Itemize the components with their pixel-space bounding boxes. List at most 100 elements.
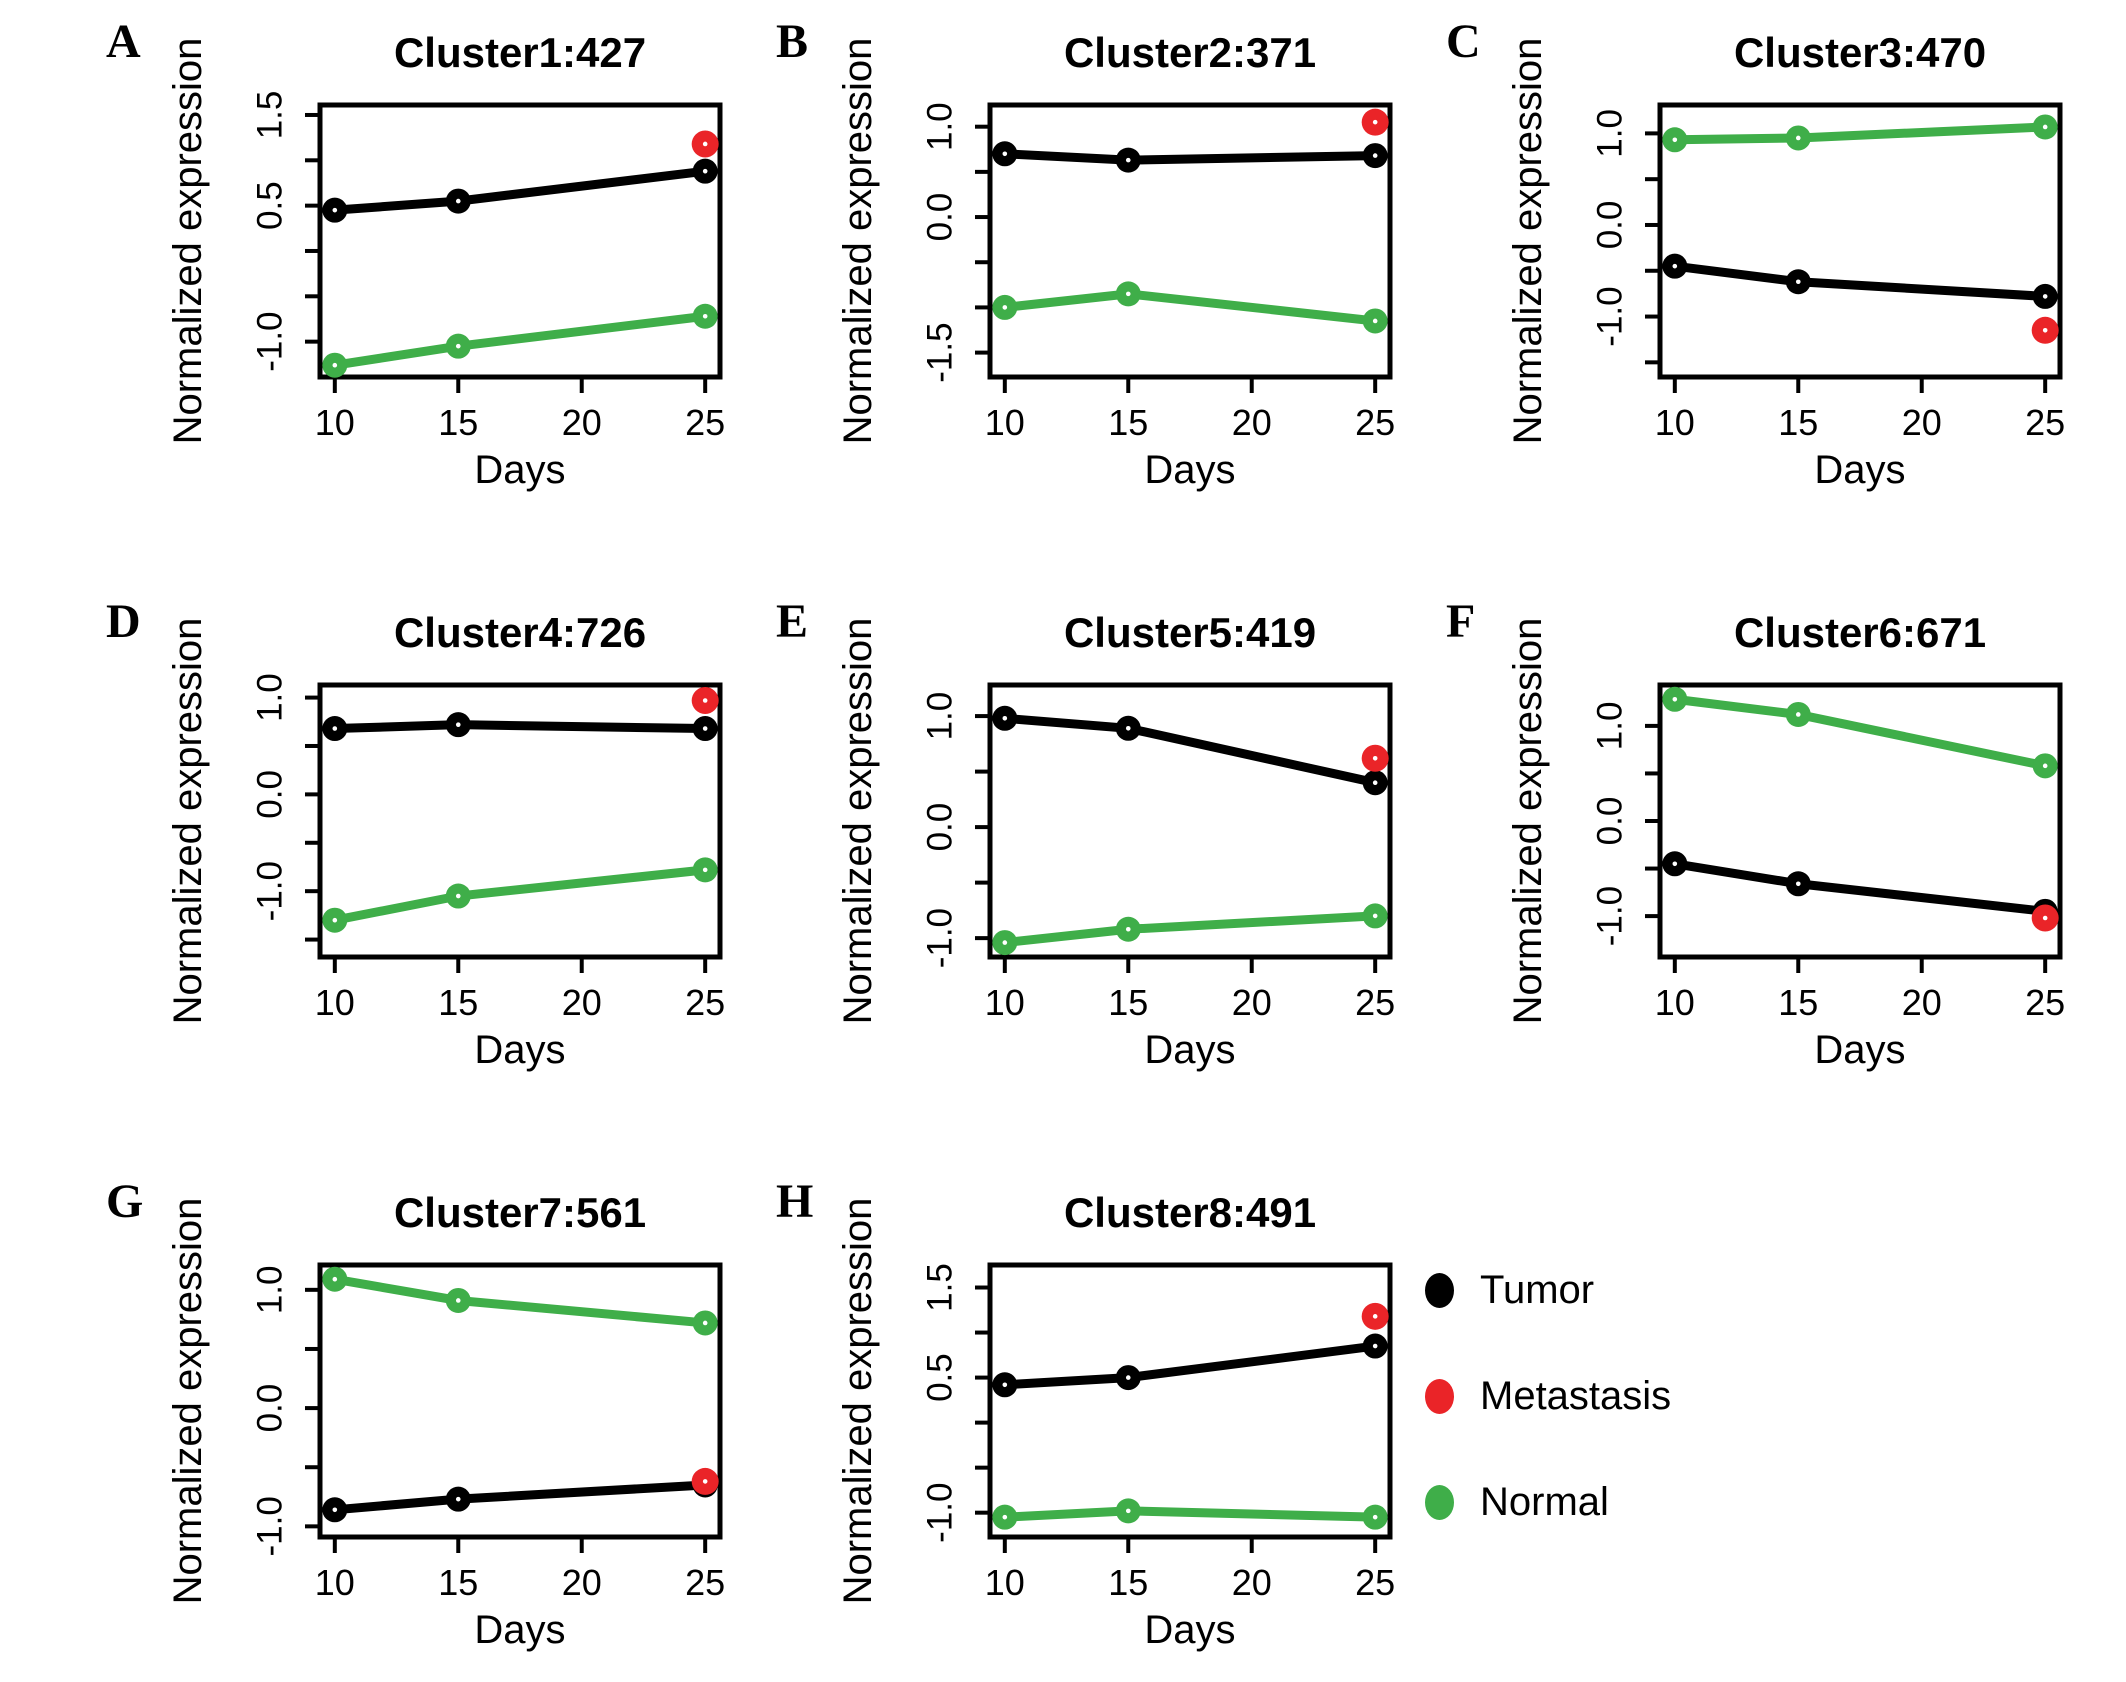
data-point-center — [702, 1479, 708, 1484]
chart-d: D Cluster4:726 1.0 0.0 -1.0 10 15 20 25 Normalize… — [106, 595, 725, 1072]
series-line-tumor — [330, 1480, 710, 1515]
series-line-normal — [330, 865, 710, 925]
data-point-center — [455, 722, 461, 727]
data-point-center — [1795, 279, 1801, 285]
data-point-center — [332, 207, 338, 213]
panel-b: B Cluster2:371 1.0 0.0 -1.5 10 15 20 25 Normalize… — [770, 5, 1430, 515]
y-axis-title: Normalized expression — [836, 1198, 880, 1605]
metastasis-dot-icon — [1425, 1378, 1454, 1414]
y-axis-title: Normalized expression — [836, 38, 880, 445]
data-point-center — [1125, 1508, 1131, 1514]
x-tick-label: 20 — [562, 402, 602, 443]
panel-a: A Cluster1:427 1.5 0.5 -1.0 10 15 20 25 Normalize… — [100, 5, 760, 515]
series-line-tumor — [330, 166, 710, 215]
y-axis-title: Normalized expression — [836, 618, 880, 1025]
legend-item-normal: Normal — [1425, 1467, 2065, 1537]
panel-letter: F — [1446, 595, 1475, 648]
x-tick-label: 25 — [685, 982, 725, 1023]
series-line-tumor — [1000, 149, 1380, 165]
series-line-normal — [1000, 1506, 1380, 1522]
series-line-normal — [330, 1274, 710, 1328]
y-axis-title: Normalized expression — [166, 38, 210, 445]
chart-title: Cluster4:726 — [394, 609, 646, 656]
x-tick-label: 20 — [562, 982, 602, 1023]
chart-h: H Cluster8:491 1.5 0.5 -1.0 10 15 20 25 Normalize… — [776, 1175, 1395, 1652]
data-point-center — [455, 198, 461, 204]
y-tick-label: -1.0 — [1591, 286, 1630, 346]
x-tick-label: 10 — [315, 402, 355, 443]
data-point-center — [332, 917, 338, 923]
normal-dot-icon — [1425, 1484, 1454, 1520]
data-point-center — [1672, 263, 1678, 269]
data-point-center — [1672, 861, 1678, 867]
data-point-center — [1372, 153, 1378, 158]
data-point-center — [455, 1496, 461, 1502]
chart-title: Cluster7:561 — [394, 1189, 646, 1236]
y-tick-label: 1.5 — [921, 1263, 960, 1312]
y-tick-label: 0.0 — [921, 193, 960, 242]
x-tick-label: 25 — [685, 1562, 725, 1603]
data-point-center — [2042, 763, 2048, 769]
data-point-center — [1125, 926, 1131, 932]
x-tick-label: 15 — [1108, 1562, 1148, 1603]
y-tick-label: 0.0 — [251, 1384, 290, 1433]
data-point-center — [702, 141, 708, 147]
plot-frame — [317, 1262, 723, 1540]
chart-title: Cluster5:419 — [1064, 609, 1316, 656]
y-tick-label: -1.0 — [1591, 886, 1630, 946]
chart-title: Cluster6:671 — [1734, 609, 1986, 656]
x-tick-label: 25 — [2025, 982, 2065, 1023]
series-line-normal — [1670, 694, 2050, 771]
series-line-normal — [1000, 911, 1380, 948]
data-point-center — [2042, 294, 2048, 299]
data-point-center — [1002, 151, 1008, 157]
plot-frame — [317, 102, 723, 380]
data-point-center — [1125, 291, 1131, 297]
x-tick-label: 10 — [985, 982, 1025, 1023]
data-point-center — [1372, 119, 1378, 125]
plot-frame — [987, 102, 1393, 380]
x-axis-title: Days — [1144, 448, 1235, 492]
x-tick-label: 10 — [985, 1562, 1025, 1603]
data-point-center — [2042, 124, 2048, 130]
plot-frame — [987, 1262, 1393, 1540]
x-tick-label: 20 — [1232, 1562, 1272, 1603]
y-tick-label: -1.0 — [921, 908, 960, 968]
data-point-center — [1002, 1382, 1008, 1388]
x-tick-label: 15 — [1778, 982, 1818, 1023]
x-tick-label: 10 — [985, 402, 1025, 443]
series-line-tumor — [1670, 859, 2050, 916]
data-point-center — [1372, 318, 1378, 324]
panel-letter: H — [776, 1175, 813, 1228]
y-tick-label: 1.0 — [1591, 109, 1630, 158]
y-tick-label: 0.0 — [1591, 797, 1630, 846]
y-tick-label: 1.0 — [1591, 702, 1630, 751]
data-point-center — [1125, 725, 1131, 731]
panel-letter: E — [776, 595, 808, 648]
x-tick-label: 20 — [562, 1562, 602, 1603]
data-point-center — [1795, 881, 1801, 887]
plot-frame — [987, 682, 1393, 960]
data-point-center — [332, 726, 338, 731]
x-axis-title: Days — [1144, 1028, 1235, 1072]
x-tick-label: 15 — [438, 1562, 478, 1603]
x-tick-label: 20 — [1232, 982, 1272, 1023]
x-axis-title: Days — [1144, 1608, 1235, 1652]
tumor-dot-icon — [1425, 1272, 1454, 1308]
legend-label-normal: Normal — [1480, 1480, 1609, 1524]
data-point-center — [1372, 755, 1378, 761]
chart-g: G Cluster7:561 1.0 0.0 -1.0 10 15 20 25 Normalize… — [106, 1175, 725, 1652]
panel-g: G Cluster7:561 1.0 0.0 -1.0 10 15 20 25 Normalize… — [100, 1165, 760, 1675]
y-axis-title: Normalized expression — [1506, 618, 1550, 1025]
chart-title: Cluster8:491 — [1064, 1189, 1316, 1236]
y-tick-label: -1.0 — [251, 861, 290, 921]
x-tick-label: 20 — [1232, 402, 1272, 443]
data-point-center — [1372, 1514, 1378, 1520]
data-point-center — [1002, 1514, 1008, 1520]
y-tick-label: 1.0 — [921, 102, 960, 151]
x-tick-label: 20 — [1902, 402, 1942, 443]
y-tick-label: -1.5 — [921, 322, 960, 382]
panel-f: F Cluster6:671 1.0 0.0 -1.0 10 15 20 25 Normalize… — [1440, 585, 2100, 1095]
y-tick-label: 0.0 — [921, 803, 960, 852]
data-point-center — [702, 1320, 708, 1326]
